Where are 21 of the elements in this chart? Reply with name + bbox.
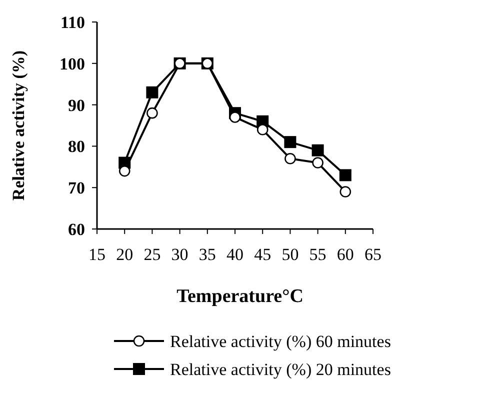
y-tick-label: 110 [60,12,85,32]
y-axis-title: Relative activity (%) [9,50,28,201]
legend-label: Relative activity (%) 20 minutes [170,360,391,379]
x-tick-label: 30 [171,245,188,264]
x-tick-label: 65 [364,245,382,264]
x-tick-label: 55 [309,245,326,264]
x-tick-label: 50 [282,245,299,264]
legend-label: Relative activity (%) 60 minutes [170,332,391,351]
x-axis-title: Temperature°C [176,286,304,307]
y-tick-label: 80 [68,137,85,156]
x-tick-label: 15 [88,245,106,264]
x-tick-label: 40 [226,245,244,264]
x-tick-label: 35 [198,245,216,264]
y-tick-label: 70 [68,178,85,198]
y-tick-label: 60 [68,220,85,239]
x-tick-label: 60 [336,245,354,264]
x-tick-label: 20 [116,245,134,264]
x-tick-label: 25 [144,245,161,264]
y-tick-label: 90 [68,96,85,115]
y-tick-label: 100 [60,54,85,74]
x-tick-label: 45 [254,245,272,264]
